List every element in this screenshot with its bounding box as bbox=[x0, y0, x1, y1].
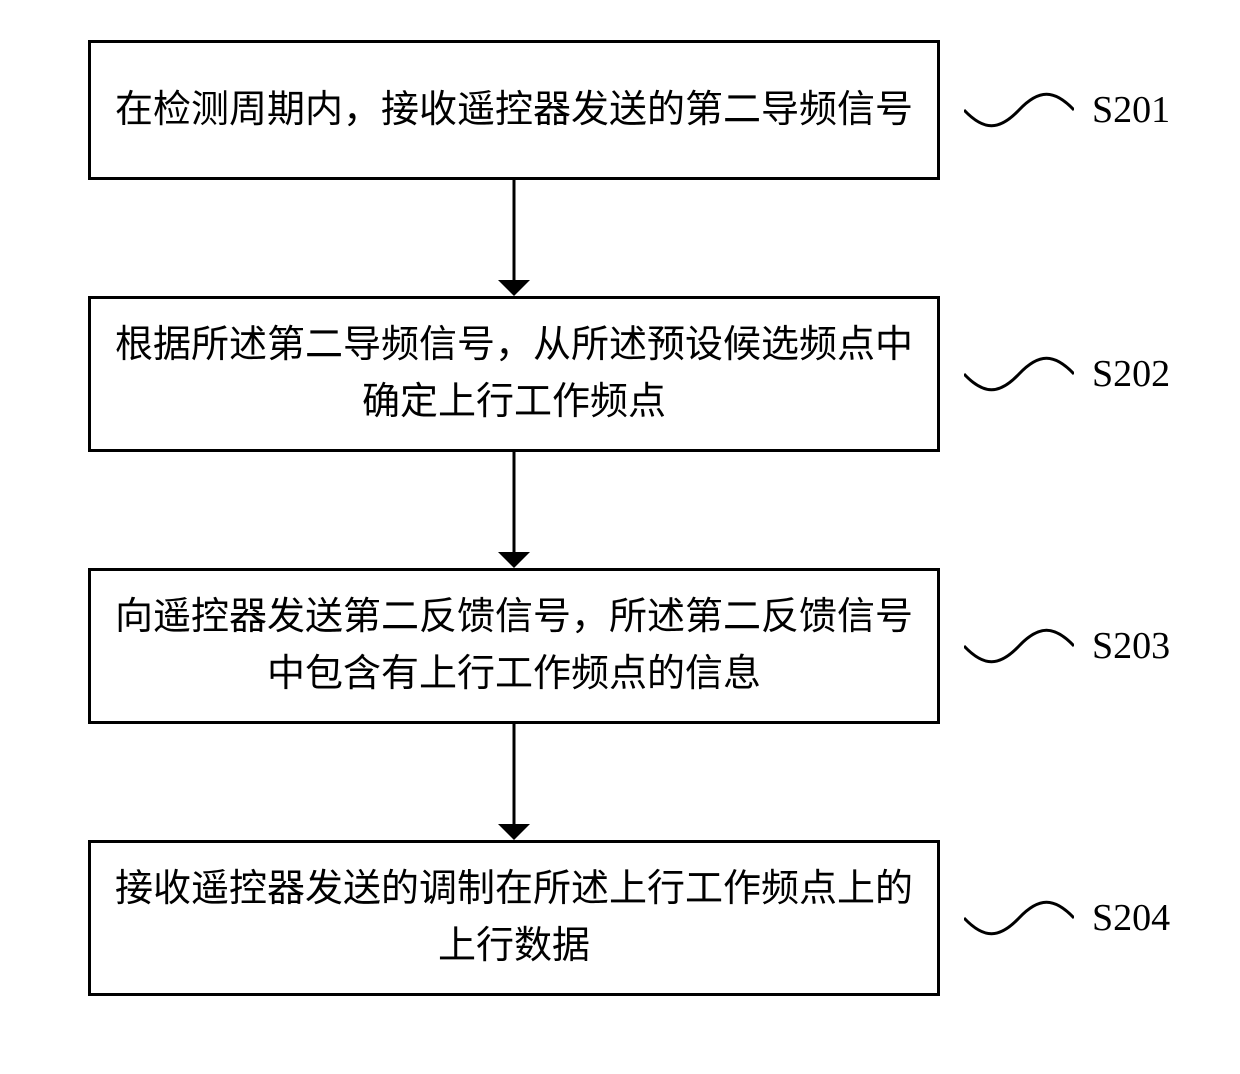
flow-step-text: 在检测周期内，接收遥控器发送的第二导频信号 bbox=[115, 82, 913, 139]
step-label: S204 bbox=[1092, 896, 1170, 940]
arrow-down-icon bbox=[496, 180, 532, 296]
flowchart-container: 在检测周期内，接收遥控器发送的第二导频信号 S201 根据所述第二导频信号，从所… bbox=[40, 40, 1200, 996]
step-label: S201 bbox=[1092, 88, 1170, 132]
step-label: S202 bbox=[1092, 352, 1170, 396]
flow-step-text: 向遥控器发送第二反馈信号，所述第二反馈信号中包含有上行工作频点的信息 bbox=[115, 589, 913, 703]
flow-step-box-s202: 根据所述第二导频信号，从所述预设候选频点中确定上行工作频点 bbox=[88, 296, 940, 452]
flow-step-box-s201: 在检测周期内，接收遥控器发送的第二导频信号 bbox=[88, 40, 940, 180]
arrow-container bbox=[40, 452, 1200, 568]
arrow-down-icon bbox=[496, 724, 532, 840]
flow-row: 接收遥控器发送的调制在所述上行工作频点上的上行数据 S204 bbox=[40, 840, 1200, 996]
connector-s204: S204 bbox=[964, 893, 1170, 943]
connector-s203: S203 bbox=[964, 621, 1170, 671]
flow-row: 根据所述第二导频信号，从所述预设候选频点中确定上行工作频点 S202 bbox=[40, 296, 1200, 452]
squiggle-icon bbox=[964, 85, 1074, 135]
flow-step-box-s203: 向遥控器发送第二反馈信号，所述第二反馈信号中包含有上行工作频点的信息 bbox=[88, 568, 940, 724]
flow-row: 在检测周期内，接收遥控器发送的第二导频信号 S201 bbox=[40, 40, 1200, 180]
flow-row: 向遥控器发送第二反馈信号，所述第二反馈信号中包含有上行工作频点的信息 S203 bbox=[40, 568, 1200, 724]
connector-s201: S201 bbox=[964, 85, 1170, 135]
arrow-container bbox=[40, 180, 1200, 296]
connector-s202: S202 bbox=[964, 349, 1170, 399]
squiggle-icon bbox=[964, 893, 1074, 943]
flow-step-text: 接收遥控器发送的调制在所述上行工作频点上的上行数据 bbox=[115, 861, 913, 975]
squiggle-icon bbox=[964, 621, 1074, 671]
squiggle-icon bbox=[964, 349, 1074, 399]
arrow-container bbox=[40, 724, 1200, 840]
step-label: S203 bbox=[1092, 624, 1170, 668]
arrow-down-icon bbox=[496, 452, 532, 568]
flow-step-box-s204: 接收遥控器发送的调制在所述上行工作频点上的上行数据 bbox=[88, 840, 940, 996]
flow-step-text: 根据所述第二导频信号，从所述预设候选频点中确定上行工作频点 bbox=[115, 317, 913, 431]
